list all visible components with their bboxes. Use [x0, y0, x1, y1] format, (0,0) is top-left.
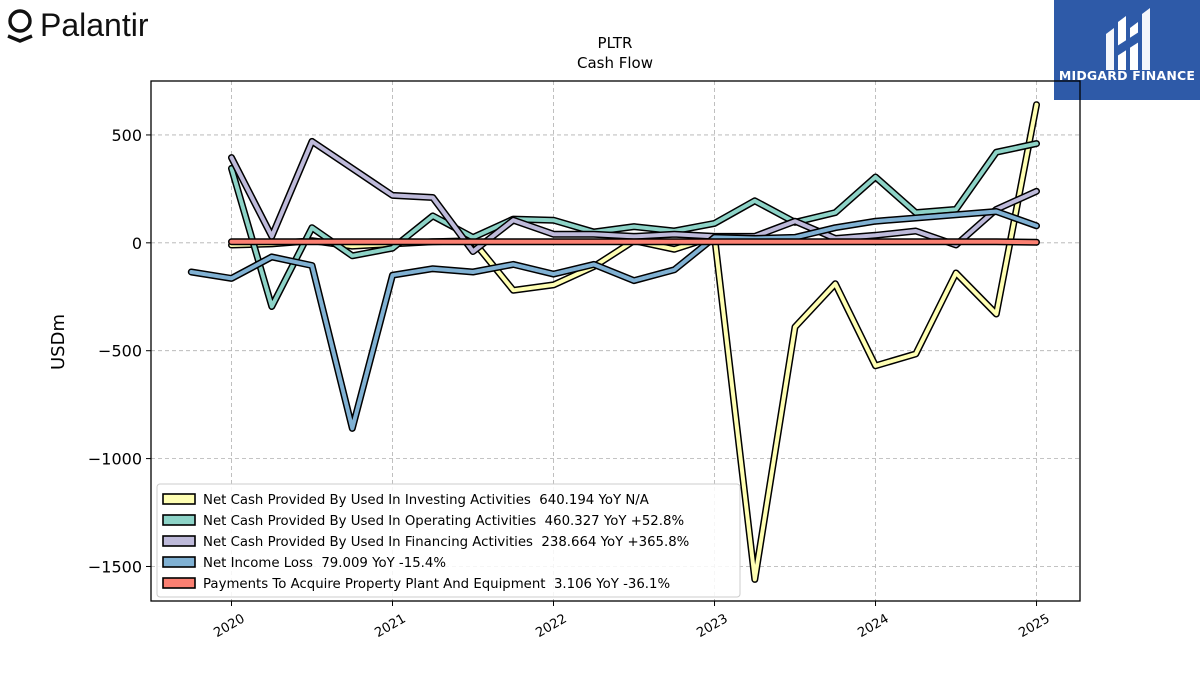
x-tick-label: 2020	[211, 611, 247, 641]
palantir-logo-mark-icon: Palantir	[7, 7, 149, 43]
series-lines	[187, 101, 1040, 583]
series-stroke	[189, 209, 1039, 431]
series-line-2	[228, 140, 1040, 310]
series-line-5	[228, 238, 1040, 246]
x-tick-label: 2024	[855, 611, 891, 641]
legend-swatch	[162, 556, 196, 568]
chart-subtitle: Cash Flow	[577, 54, 653, 72]
legend: Net Cash Provided By Used In Investing A…	[156, 483, 741, 598]
palantir-logo-text: Palantir	[40, 7, 149, 43]
chart-title: PLTR	[598, 34, 633, 52]
series-stroke	[229, 239, 1039, 245]
legend-swatch	[162, 577, 196, 589]
y-tick-label: −1000	[88, 450, 142, 469]
legend-swatch	[162, 535, 196, 547]
legend-entry: Net Income Loss 79.009 YoY -15.4%	[203, 556, 446, 571]
midgard-finance-text: MIDGARD FINANCE	[1058, 68, 1196, 83]
legend-entry: Net Cash Provided By Used In Financing A…	[203, 535, 689, 550]
plot-frame	[150, 80, 1081, 602]
legend-entry: Net Cash Provided By Used In Operating A…	[203, 514, 684, 529]
y-tick-label: −1500	[88, 557, 142, 576]
legend-entry: Payments To Acquire Property Plant And E…	[203, 577, 670, 592]
series-stroke	[229, 141, 1039, 309]
y-axis-label: USDm	[48, 314, 69, 370]
legend-entry: Net Cash Provided By Used In Investing A…	[203, 493, 649, 508]
palantir-logo: Palantir	[4, 4, 174, 44]
legend-box	[156, 483, 741, 598]
x-tick-label: 2025	[1016, 611, 1052, 641]
legend-swatch	[162, 514, 196, 526]
midgard-finance-logo: MIDGARD FINANCE	[1054, 0, 1200, 100]
y-tick-label: 0	[132, 234, 142, 253]
series-line-4	[187, 208, 1040, 432]
y-tick-label: −500	[98, 342, 142, 361]
series-stroke	[229, 139, 1039, 254]
x-tick-label: 2023	[694, 611, 730, 641]
series-line-3	[228, 137, 1040, 255]
x-tick-label: 2021	[372, 611, 408, 641]
legend-swatch	[162, 493, 196, 505]
x-tick-label: 2022	[533, 611, 569, 641]
y-tick-label: 500	[111, 126, 142, 145]
midgard-emblem-icon	[1106, 8, 1150, 70]
